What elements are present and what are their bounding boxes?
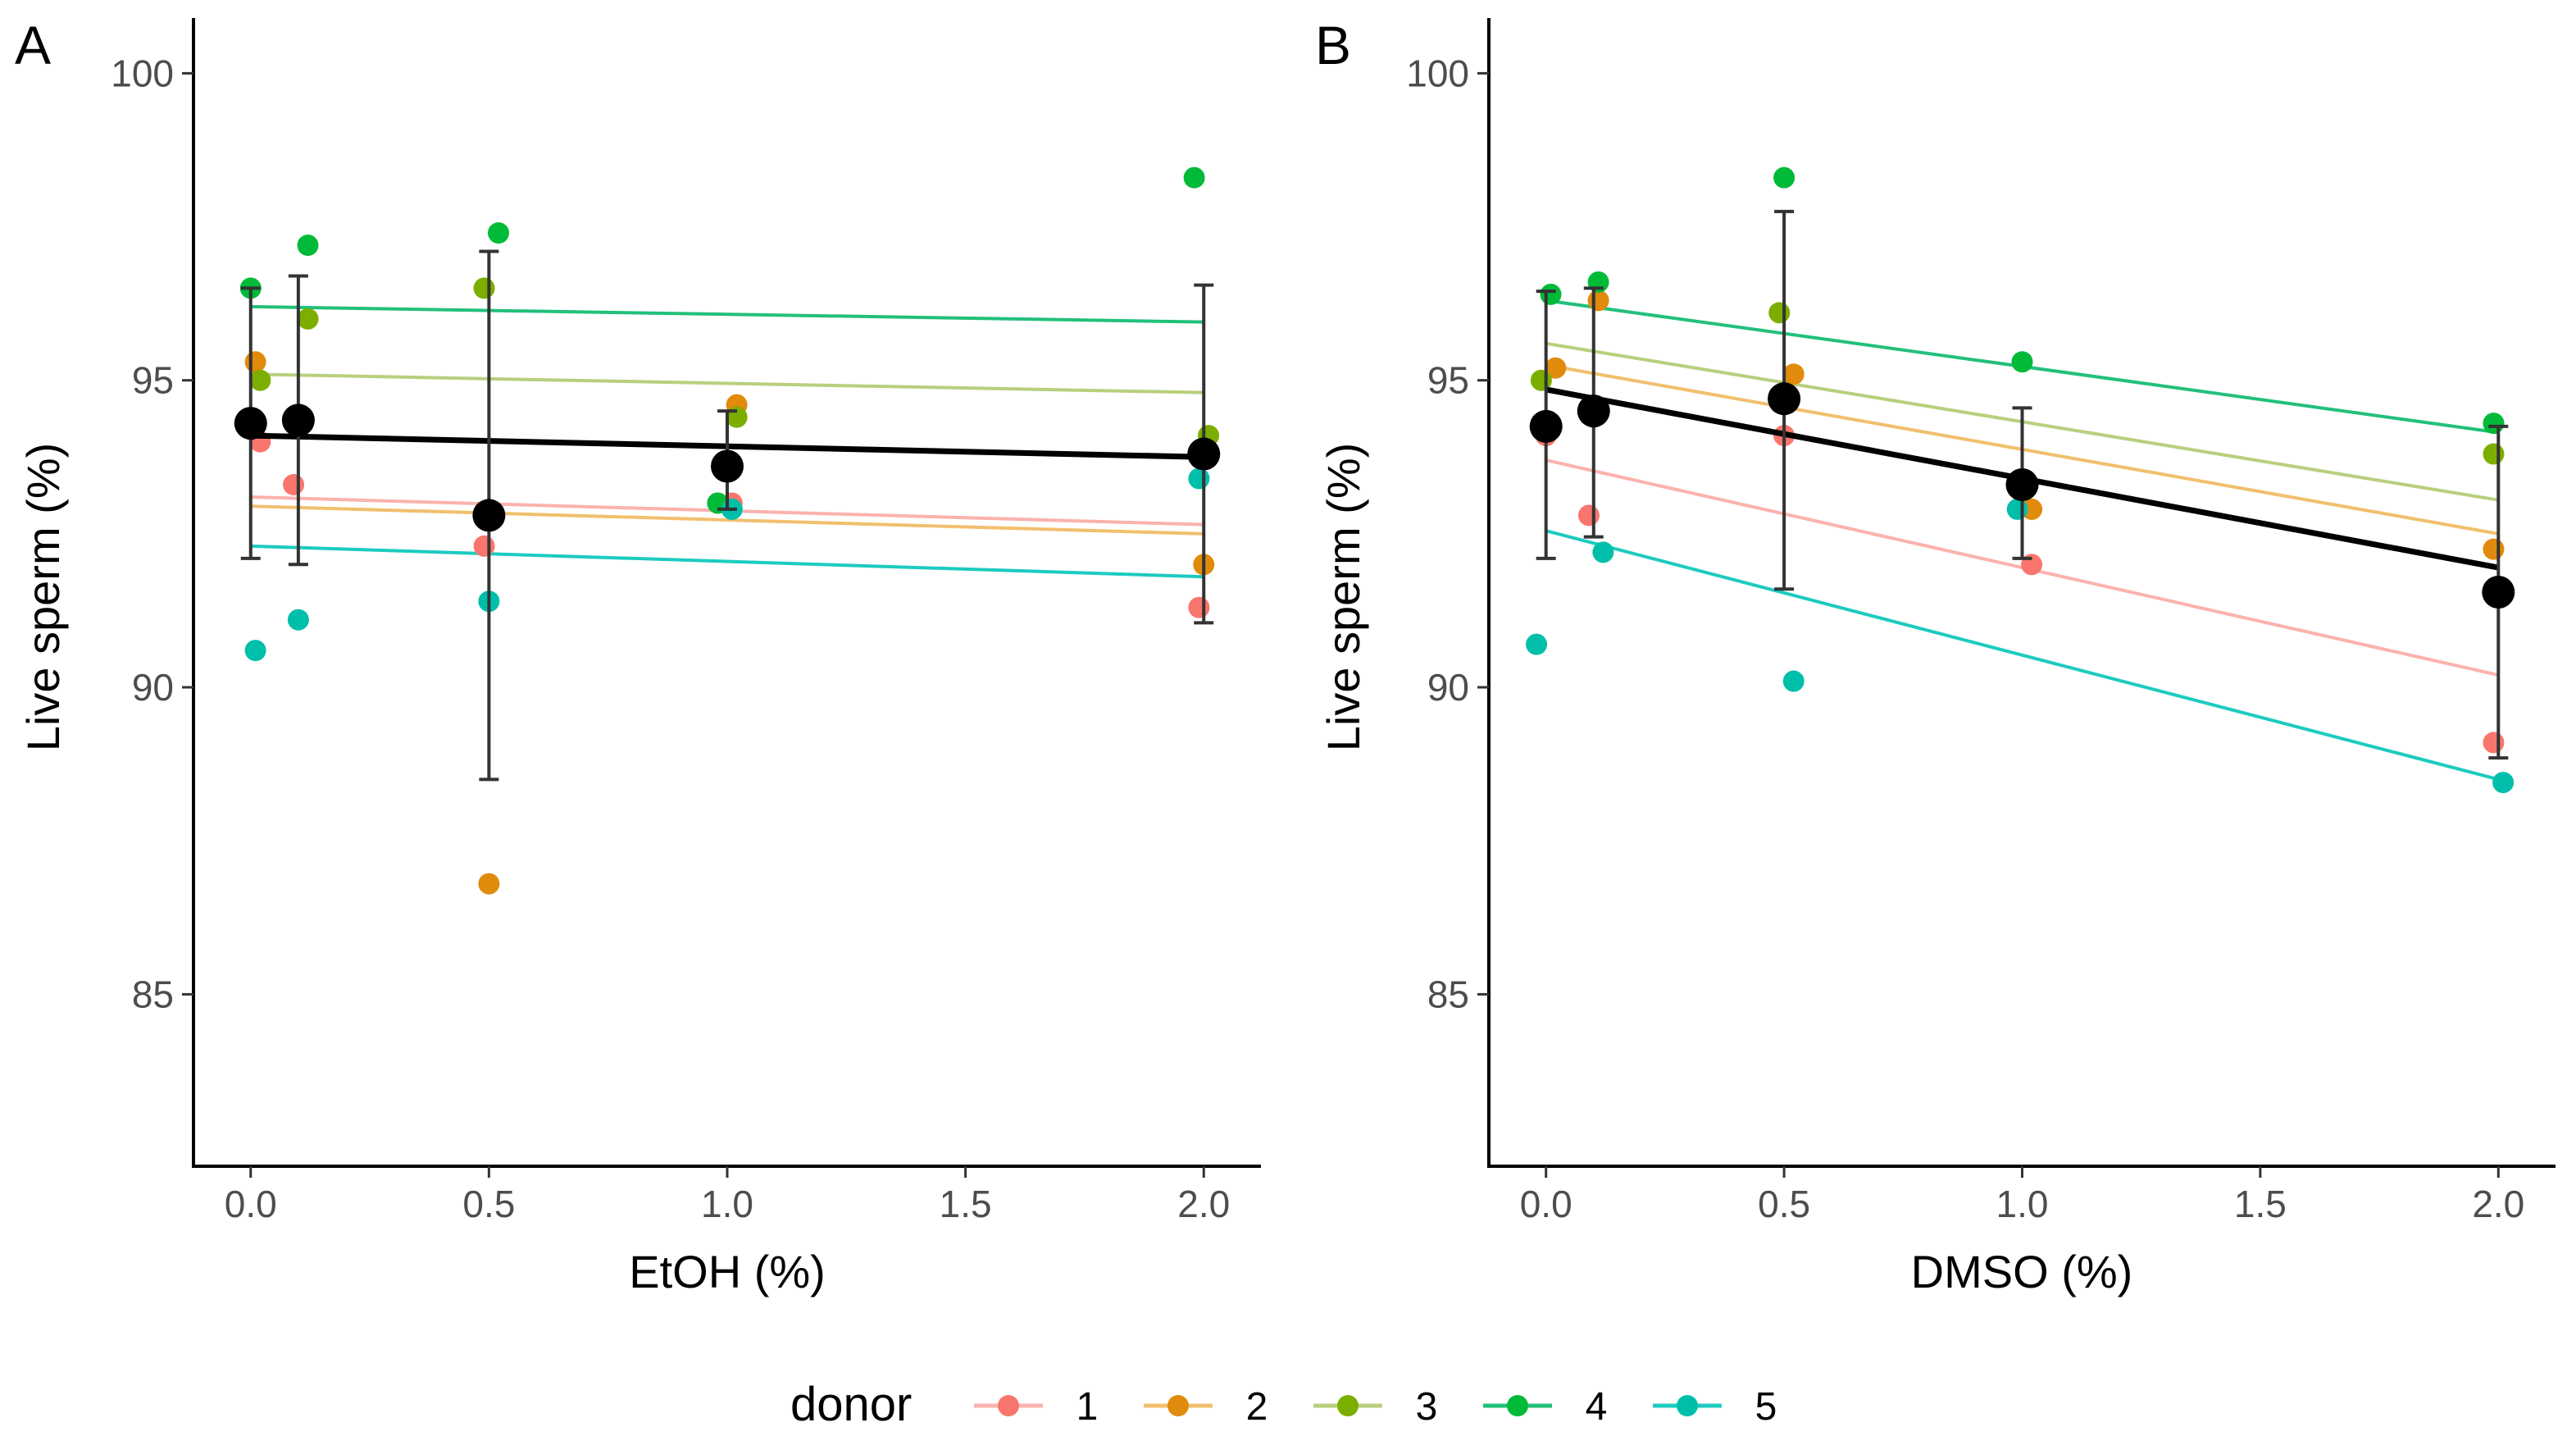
panel-a-point-donor-1 — [473, 535, 495, 557]
panel-a-point-donor-3 — [297, 308, 319, 330]
panel-a-point-donor-4 — [297, 235, 319, 257]
panel-b-point-donor-4 — [1773, 166, 1795, 189]
panel-a-point-donor-1 — [283, 473, 305, 495]
panel-a-point-donor-5 — [244, 640, 266, 662]
panel-b-point-donor-3 — [2483, 443, 2505, 465]
panel-a-point-donor-3 — [249, 369, 271, 391]
panel-b-mean-point — [1577, 394, 1610, 428]
panel-a-y-tick-label: 95 — [132, 359, 174, 402]
panel-a-point-donor-2 — [478, 873, 500, 895]
panel-b-point-donor-2 — [1782, 363, 1805, 385]
panel-a-letter: A — [15, 15, 51, 75]
panel-a-x-tick-label: 2.0 — [1177, 1183, 1230, 1225]
panel-b-x-tick-label: 1.0 — [1996, 1183, 2049, 1225]
panel-a-x-tick-label: 1.5 — [940, 1183, 992, 1225]
panel-b-x-tick-label: 0.0 — [1520, 1183, 1572, 1225]
panel-b-x-axis-title: DMSO (%) — [1911, 1246, 2133, 1297]
panel-b-point-donor-5 — [1592, 541, 1614, 563]
panel-a-mean-point — [1187, 437, 1221, 471]
panel-b-x-tick-label: 2.0 — [2472, 1183, 2524, 1225]
panel-a-plot: 85 90 95 100 0.0 0.5 1.0 1.5 2.0 — [111, 18, 1261, 1225]
legend-key-point — [998, 1395, 1019, 1416]
panel-b-point-donor-4 — [1540, 283, 1562, 305]
legend-item-2: 2 — [1144, 1385, 1268, 1429]
panel-a-y-tick-label: 100 — [111, 52, 174, 94]
legend-item-1: 1 — [974, 1385, 1098, 1429]
panel-a-x-tick-label: 0.5 — [462, 1183, 515, 1225]
panel-b-x-tick-label: 1.5 — [2234, 1183, 2287, 1225]
panel-b-point-donor-1 — [2483, 732, 2505, 754]
panel-a-point-donor-5 — [1188, 467, 1210, 490]
panel-a-mean-point — [234, 407, 267, 440]
panel-b-point-donor-4 — [2483, 413, 2505, 435]
panel-a-x-tick-label: 1.0 — [701, 1183, 753, 1225]
legend-key-point — [1167, 1395, 1189, 1416]
panel-b-letter: B — [1315, 15, 1351, 75]
panel-b-plot: 85 90 95 100 0.0 0.5 1.0 1.5 2.0 — [1406, 18, 2556, 1225]
panel-b-point-donor-1 — [1577, 504, 1600, 527]
legend-label: 3 — [1416, 1385, 1438, 1429]
legend-label: 2 — [1246, 1385, 1268, 1429]
legend: donor 1 2 3 4 5 — [790, 1378, 1777, 1431]
panel-a-fit-line-donor-5 — [250, 544, 1204, 579]
panel-b-point-donor-3 — [1768, 302, 1791, 324]
legend-label: 5 — [1755, 1385, 1777, 1429]
panel-a-point-donor-4 — [488, 222, 509, 244]
legend-item-4: 4 — [1483, 1385, 1607, 1429]
panel-a-mean-point — [711, 449, 744, 483]
legend-label: 1 — [1076, 1385, 1099, 1429]
panel-b-y-axis-title: Live sperm (%) — [1318, 443, 1369, 752]
panel-a-fit-line-donor-3 — [250, 372, 1204, 394]
panel-b-point-donor-5 — [1782, 670, 1805, 692]
panel-b-y-tick-label: 100 — [1406, 52, 1469, 94]
panel-b-x-tick-label: 0.5 — [1758, 1183, 1810, 1225]
legend-key-point — [1677, 1395, 1698, 1416]
legend-label: 4 — [1586, 1385, 1608, 1429]
panel-b: B 85 90 95 100 0.0 0.5 1.0 1.5 2.0 DMSO (%) Live… — [1315, 15, 2556, 1297]
legend-item-5: 5 — [1653, 1385, 1777, 1429]
legend-key-point — [1507, 1395, 1528, 1416]
panel-b-y-tick-label: 85 — [1427, 973, 1469, 1015]
legend-items: 1 2 3 4 5 — [974, 1385, 1777, 1429]
panel-a-point-donor-1 — [1188, 596, 1210, 618]
panel-a-mean-point — [281, 404, 315, 437]
panel-a-x-tick-label: 0.0 — [225, 1183, 277, 1225]
panel-b-point-donor-5 — [2006, 498, 2028, 520]
legend-item-3: 3 — [1313, 1385, 1437, 1429]
panel-b-y-tick-label: 95 — [1427, 359, 1469, 402]
panel-b-mean-point — [2482, 576, 2515, 609]
panel-b-point-donor-2 — [2483, 538, 2505, 560]
panel-b-fit-line-donor-5 — [1545, 529, 2499, 782]
legend-key-point — [1337, 1395, 1359, 1416]
panel-b-point-donor-5 — [2492, 772, 2515, 794]
panel-a-fit-line-donor-2 — [250, 504, 1204, 536]
panel-a-y-tick-label: 85 — [132, 973, 174, 1015]
legend-title: donor — [790, 1378, 912, 1431]
panel-b-point-donor-2 — [1545, 357, 1567, 379]
panel-b-point-donor-2 — [1587, 290, 1609, 312]
panel-b-point-donor-5 — [1526, 633, 1548, 655]
panel-a-mean-point — [472, 499, 506, 532]
panel-a-point-donor-4 — [1183, 166, 1205, 189]
panel-a-point-donor-5 — [287, 609, 309, 631]
panel-a-point-donor-2 — [244, 351, 266, 373]
panel-a-y-tick-label: 90 — [132, 666, 174, 709]
panel-a-point-donor-3 — [473, 277, 495, 299]
panel-b-mean-point — [1768, 382, 1801, 416]
panel-b-mean-point — [1529, 409, 1563, 443]
panel-a-x-axis-title: EtOH (%) — [629, 1246, 826, 1297]
panel-b-mean-point — [2005, 467, 2039, 501]
panel-b-point-donor-4 — [2011, 351, 2033, 373]
panel-a-fit-line-donor-4 — [250, 304, 1204, 324]
panel-a: A 85 90 95 100 0.0 0.5 1.0 1.5 2.0 EtOH (%) Live… — [15, 15, 1261, 1297]
panel-a-y-axis-title: Live sperm (%) — [17, 443, 69, 752]
panel-b-y-tick-label: 90 — [1427, 666, 1469, 709]
